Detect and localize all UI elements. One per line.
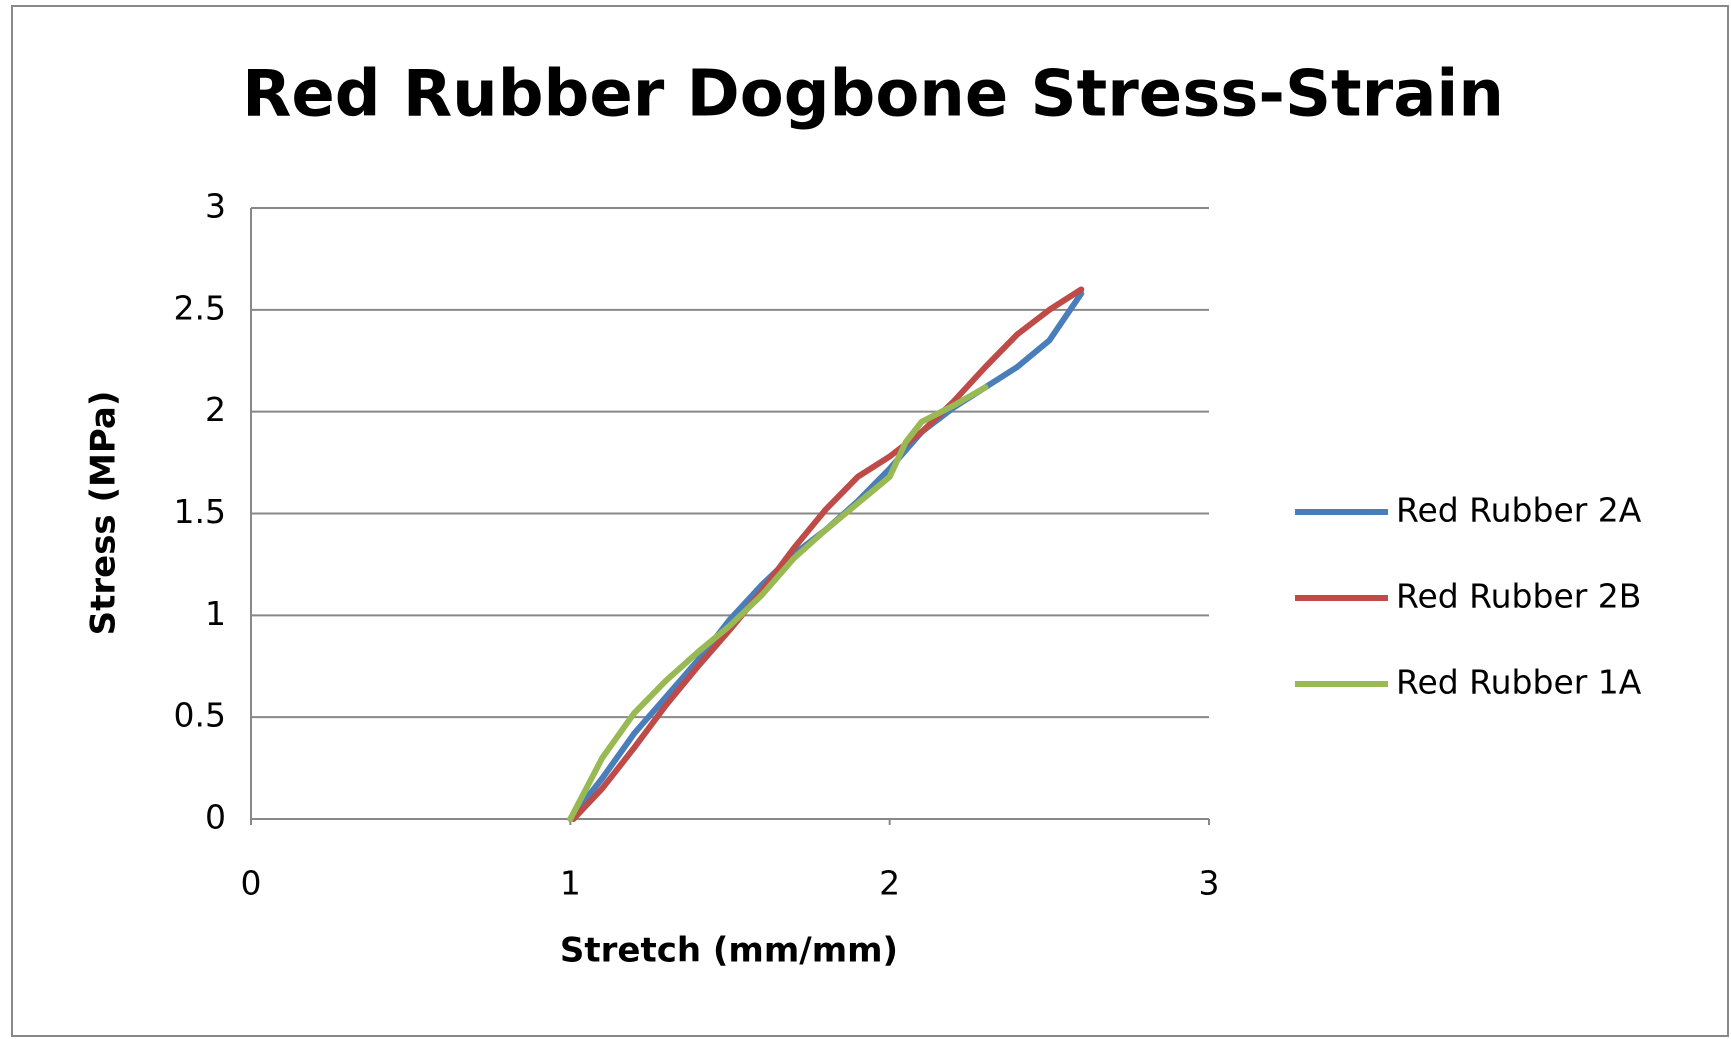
y-tick-label: 0 [205, 798, 226, 837]
x-tick-label: 2 [879, 864, 900, 903]
x-tick-label: 3 [1199, 864, 1220, 903]
y-tick-label: 3 [205, 187, 226, 226]
legend-label: Red Rubber 1A [1396, 663, 1642, 702]
y-tick-label: 2 [205, 390, 226, 429]
x-axis-title: Stretch (mm/mm) [560, 931, 898, 971]
chart-frame [11, 5, 1729, 1037]
series-line [567, 384, 989, 822]
y-tick-label: 2.5 [174, 288, 226, 327]
y-tick-label: 1.5 [174, 492, 226, 531]
y-axis-title: Stress (MPa) [84, 391, 124, 636]
x-tick-label: 0 [241, 864, 262, 903]
x-tick-label: 1 [560, 864, 581, 903]
chart-title: Red Rubber Dogbone Stress-Strain [242, 58, 1504, 132]
y-tick-label: 0.5 [174, 696, 226, 735]
series-line [570, 286, 1085, 822]
legend-label: Red Rubber 2B [1396, 577, 1641, 616]
legend-label: Red Rubber 2A [1396, 491, 1642, 530]
y-tick-label: 1 [205, 594, 226, 633]
